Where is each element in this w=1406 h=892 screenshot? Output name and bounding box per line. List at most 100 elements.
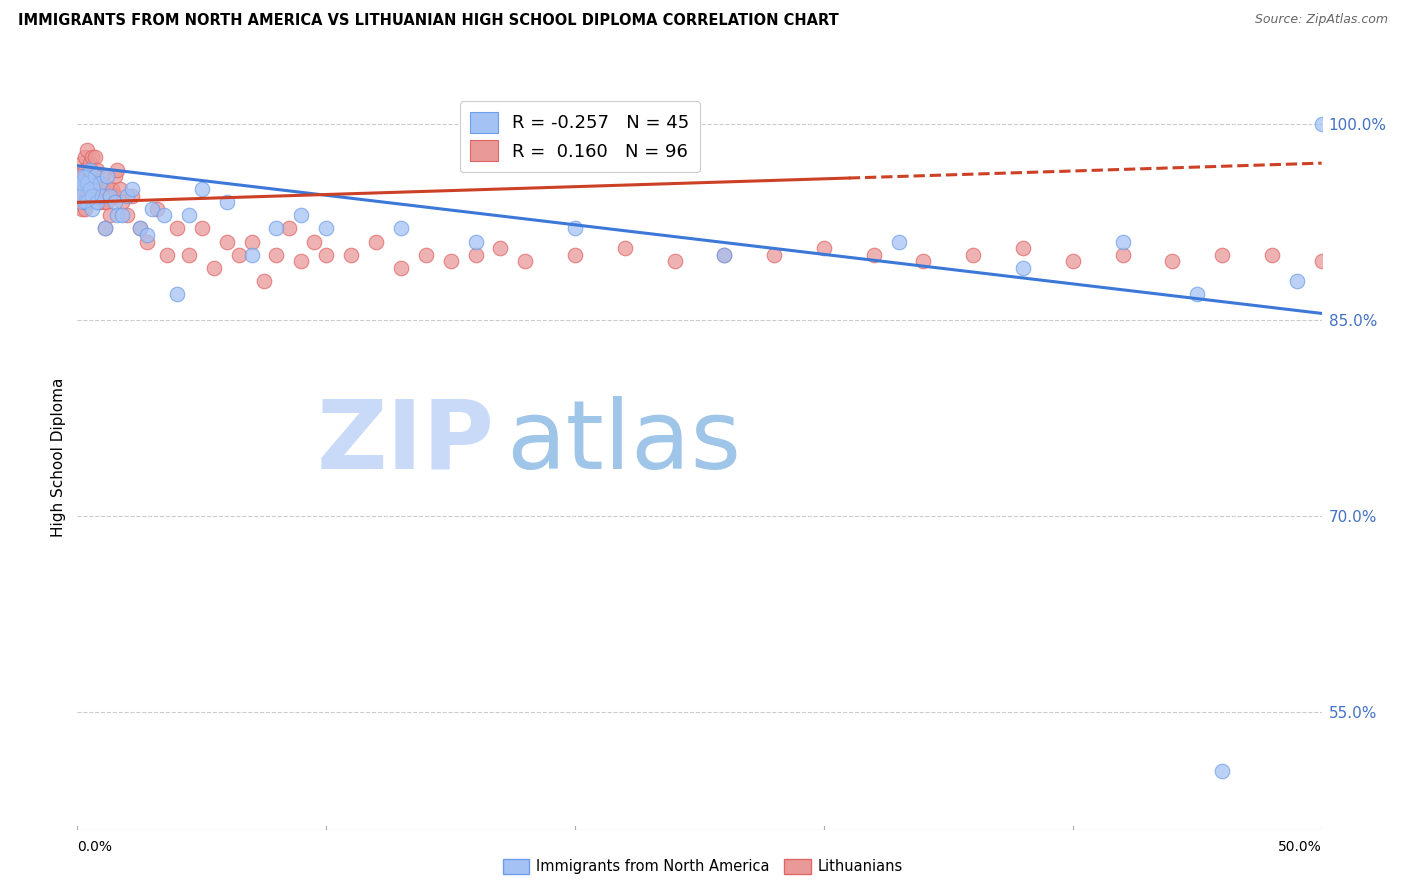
Point — [79, 189, 101, 203]
Point — [1310, 254, 1333, 268]
Point — [166, 286, 188, 301]
Point — [141, 202, 163, 216]
Point — [98, 208, 121, 222]
Point — [104, 189, 127, 203]
Text: Source: ZipAtlas.com: Source: ZipAtlas.com — [1254, 13, 1388, 27]
Point — [290, 208, 312, 222]
Point — [76, 176, 98, 190]
Point — [887, 235, 910, 249]
Point — [613, 241, 636, 255]
Point — [105, 208, 128, 222]
Point — [73, 169, 96, 184]
Point — [713, 247, 735, 261]
Y-axis label: High School Diploma: High School Diploma — [51, 377, 66, 537]
Point — [79, 169, 101, 184]
Point — [73, 162, 96, 177]
Point — [115, 189, 138, 203]
Point — [69, 182, 91, 196]
Point — [69, 176, 91, 190]
Point — [111, 208, 134, 222]
Point — [315, 221, 337, 235]
Point — [266, 221, 288, 235]
Point — [228, 247, 250, 261]
Legend: R = -0.257   N = 45, R =  0.160   N = 96: R = -0.257 N = 45, R = 0.160 N = 96 — [460, 101, 700, 172]
Point — [302, 235, 325, 249]
Text: 50.0%: 50.0% — [1278, 840, 1322, 854]
Point — [389, 221, 412, 235]
Point — [290, 254, 312, 268]
Point — [121, 189, 143, 203]
Point — [96, 195, 118, 210]
Point — [89, 176, 111, 190]
Point — [108, 182, 131, 196]
Point — [73, 150, 96, 164]
Point — [1111, 235, 1133, 249]
Point — [1261, 247, 1284, 261]
Point — [89, 195, 111, 210]
Point — [121, 182, 143, 196]
Point — [73, 202, 96, 216]
Point — [1161, 254, 1184, 268]
Point — [415, 247, 437, 261]
Point — [489, 241, 512, 255]
Point — [1211, 764, 1233, 778]
Point — [72, 169, 94, 184]
Point — [76, 143, 98, 157]
Point — [763, 247, 786, 261]
Point — [1285, 274, 1308, 288]
Text: 0.0%: 0.0% — [77, 840, 112, 854]
Point — [69, 182, 91, 196]
Point — [83, 169, 105, 184]
Point — [340, 247, 363, 261]
Point — [79, 162, 101, 177]
Point — [1310, 117, 1333, 131]
Point — [111, 195, 134, 210]
Point — [82, 189, 104, 203]
Point — [128, 221, 150, 235]
Point — [96, 182, 118, 196]
Point — [86, 182, 108, 196]
Point — [96, 169, 118, 184]
Point — [813, 241, 835, 255]
Point — [179, 208, 201, 222]
Point — [86, 195, 108, 210]
Point — [564, 247, 586, 261]
Legend: Immigrants from North America, Lithuanians: Immigrants from North America, Lithuania… — [496, 853, 910, 880]
Point — [191, 182, 214, 196]
Point — [104, 169, 127, 184]
Point — [1187, 286, 1209, 301]
Point — [104, 195, 127, 210]
Point — [91, 189, 114, 203]
Point — [89, 176, 111, 190]
Point — [713, 247, 735, 261]
Point — [240, 247, 263, 261]
Point — [83, 150, 105, 164]
Point — [69, 195, 91, 210]
Point — [72, 156, 94, 170]
Point — [93, 221, 115, 235]
Point — [664, 254, 686, 268]
Point — [464, 235, 486, 249]
Point — [79, 156, 101, 170]
Point — [146, 202, 169, 216]
Point — [76, 182, 98, 196]
Point — [98, 189, 121, 203]
Point — [82, 189, 104, 203]
Point — [464, 247, 486, 261]
Point — [76, 195, 98, 210]
Text: atlas: atlas — [506, 396, 742, 489]
Point — [1012, 260, 1035, 275]
Point — [191, 221, 214, 235]
Point — [315, 247, 337, 261]
Point — [136, 227, 159, 242]
Point — [215, 235, 238, 249]
Point — [82, 169, 104, 184]
Point — [862, 247, 884, 261]
Point — [962, 247, 984, 261]
Point — [93, 221, 115, 235]
Point — [1012, 241, 1035, 255]
Point — [1111, 247, 1133, 261]
Point — [91, 182, 114, 196]
Point — [79, 182, 101, 196]
Point — [72, 182, 94, 196]
